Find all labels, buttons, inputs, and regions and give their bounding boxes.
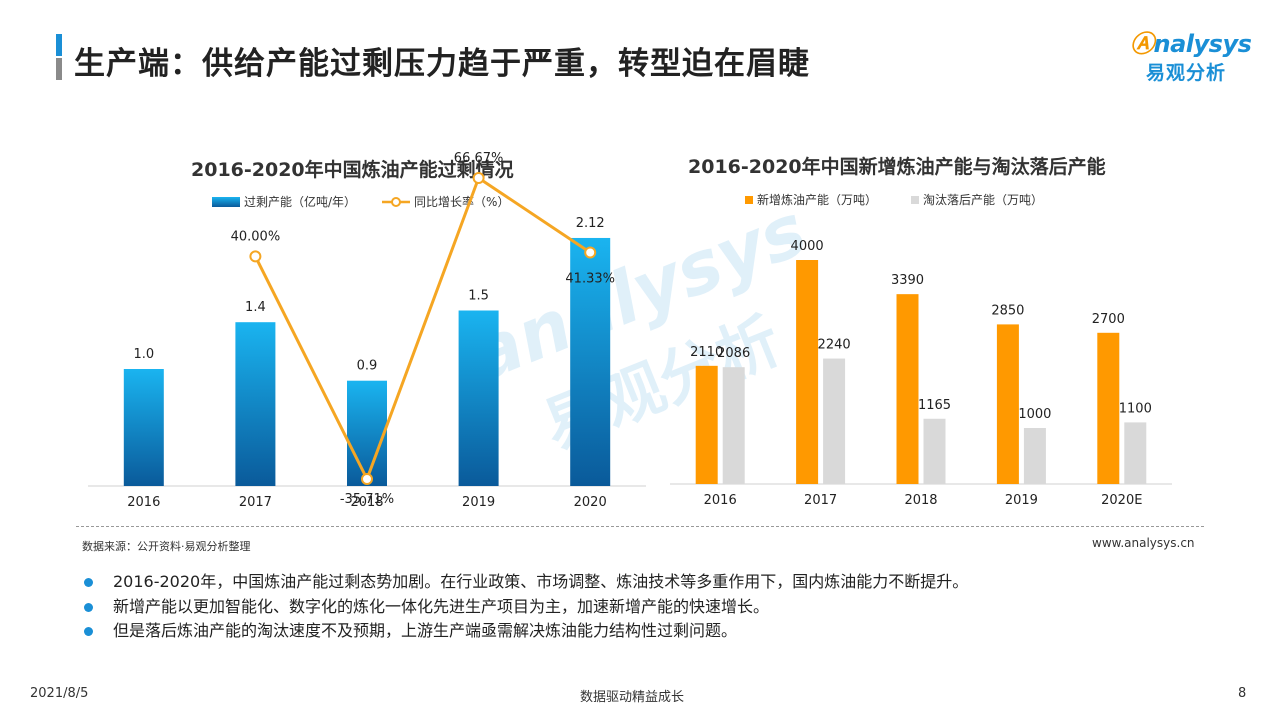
bullet-dot-icon — [84, 578, 93, 587]
data-source: 数据来源：公开资料·易观分析整理 — [82, 540, 251, 553]
source-divider — [76, 526, 1204, 527]
chart2-x-tick: 2019 — [1005, 493, 1038, 508]
chart1-growth-label: -35.71% — [340, 492, 394, 507]
chart2-bar-retired — [1124, 422, 1147, 484]
bullet-item: 但是落后炼油产能的淘汰速度不及预期，上游生产端亟需解决炼油能力结构性过剩问题。 — [84, 620, 968, 645]
chart2-bar-label: 4000 — [791, 239, 824, 254]
title-accent-bar — [56, 34, 62, 80]
chart1-x-tick: 2019 — [462, 495, 495, 510]
footer-date: 2021/8/5 — [30, 686, 89, 701]
chart2-bar-label: 1165 — [918, 398, 951, 413]
legend-line-swatch — [382, 196, 411, 207]
bullet-dot-icon — [84, 602, 93, 612]
logo-chinese: 易观分析 — [1146, 62, 1227, 84]
chart1-growth-label: 40.00% — [231, 229, 281, 244]
chart1-bar — [570, 237, 611, 486]
chart2-bar-new — [896, 294, 919, 484]
bullet-dot-icon — [84, 627, 93, 636]
legend-bar-swatch — [212, 196, 240, 207]
chart1-x-tick: 2020 — [574, 495, 607, 510]
chart2-bar-retired — [923, 418, 946, 484]
chart1-x-tick: 2017 — [239, 495, 272, 510]
legend-new-swatch — [745, 195, 753, 204]
legend-bar-label: 过剩产能（亿吨/年） — [244, 195, 357, 209]
footer-slogan: 数据驱动精益成长 — [580, 690, 685, 705]
legend-new-label: 新增炼油产能（万吨） — [757, 193, 878, 207]
chart2-bar-label: 2850 — [991, 303, 1024, 318]
website-link[interactable]: www.analysys.cn — [1092, 536, 1195, 550]
chart2-bar-label: 2086 — [717, 346, 750, 361]
analysys-logo: Ⓐnalysys 易观分析 — [1118, 16, 1252, 86]
chart2-bar-label: 2110 — [690, 345, 723, 360]
chart2-x-tick: 2016 — [704, 493, 737, 508]
chart2-bar-label: 2700 — [1092, 312, 1125, 327]
legend-line-label: 同比增长率（%） — [414, 195, 510, 209]
chart2-bar-new — [695, 365, 718, 484]
chart2-bar-new — [796, 260, 819, 484]
chart2-x-tick: 2017 — [804, 493, 837, 508]
chart2-bar-retired — [823, 358, 846, 484]
chart1-bar — [123, 369, 164, 486]
chart1-bar — [458, 310, 499, 486]
chart1-bar — [347, 380, 387, 486]
chart1-title: 2016-2020年中国炼油产能过剩情况 — [191, 159, 514, 181]
chart1-legend: 过剩产能（亿吨/年） 同比增长率（%） — [212, 193, 509, 210]
chart1-x-tick: 2018 — [350, 495, 383, 510]
chart1-growth-label: 41.33% — [565, 271, 615, 286]
bullet-item: 2016-2020年，中国炼油产能过剩态势加剧。在行业政策、市场调整、炼油技术等… — [84, 571, 968, 596]
chart1-growth-point — [584, 246, 597, 259]
page-number: 8 — [1238, 686, 1247, 701]
page-title: 生产端：供给产能过剩压力趋于严重，转型迫在眉睫 — [74, 46, 810, 82]
chart1-growth-point — [472, 171, 485, 184]
chart2-legend: 新增炼油产能（万吨） 淘汰落后产能（万吨） — [745, 191, 1043, 208]
chart1-bar-label: 1.4 — [245, 300, 266, 315]
chart1-growth-line — [254, 175, 592, 483]
logo-wordmark: Ⓐnalysys — [1130, 30, 1252, 58]
legend-old-swatch — [911, 195, 920, 204]
chart2-bar-label: 1100 — [1119, 401, 1152, 416]
chart1-growth-label: 66.67% — [454, 151, 504, 166]
chart2-bar-label: 1000 — [1018, 407, 1051, 422]
chart1-bar-label: 2.12 — [576, 216, 605, 231]
chart1-x-tick: 2016 — [127, 495, 160, 510]
chart2-bar-label: 3390 — [891, 273, 924, 288]
chart2-bar-new — [1097, 332, 1120, 484]
chart1-bar — [235, 322, 276, 486]
bullet-item: 新增产能以更加智能化、数字化的炼化一体化先进生产项目为主，加速新增产能的快速增长… — [84, 596, 968, 621]
bullet-list: 2016-2020年，中国炼油产能过剩态势加剧。在行业政策、市场调整、炼油技术等… — [84, 571, 968, 645]
chart1-bar-label: 1.0 — [133, 347, 154, 362]
chart1-bar-label: 1.5 — [468, 289, 489, 304]
chart1-bar-label: 0.9 — [357, 359, 378, 374]
logo-ring-icon: Ⓐ — [1130, 30, 1154, 58]
chart2-bar-label: 2240 — [818, 338, 851, 353]
chart2-title: 2016-2020年中国新增炼油产能与淘汰落后产能 — [688, 156, 1106, 178]
chart2-x-tick: 2018 — [904, 493, 937, 508]
chart1-growth-point — [361, 472, 373, 485]
chart2-x-tick: 2020E — [1101, 493, 1142, 508]
chart2-bar-retired — [1023, 428, 1046, 484]
chart1-growth-point — [249, 250, 262, 263]
chart2-bar-new — [996, 324, 1019, 484]
legend-old-label: 淘汰落后产能（万吨） — [923, 193, 1044, 207]
chart2-bar-retired — [722, 367, 745, 484]
